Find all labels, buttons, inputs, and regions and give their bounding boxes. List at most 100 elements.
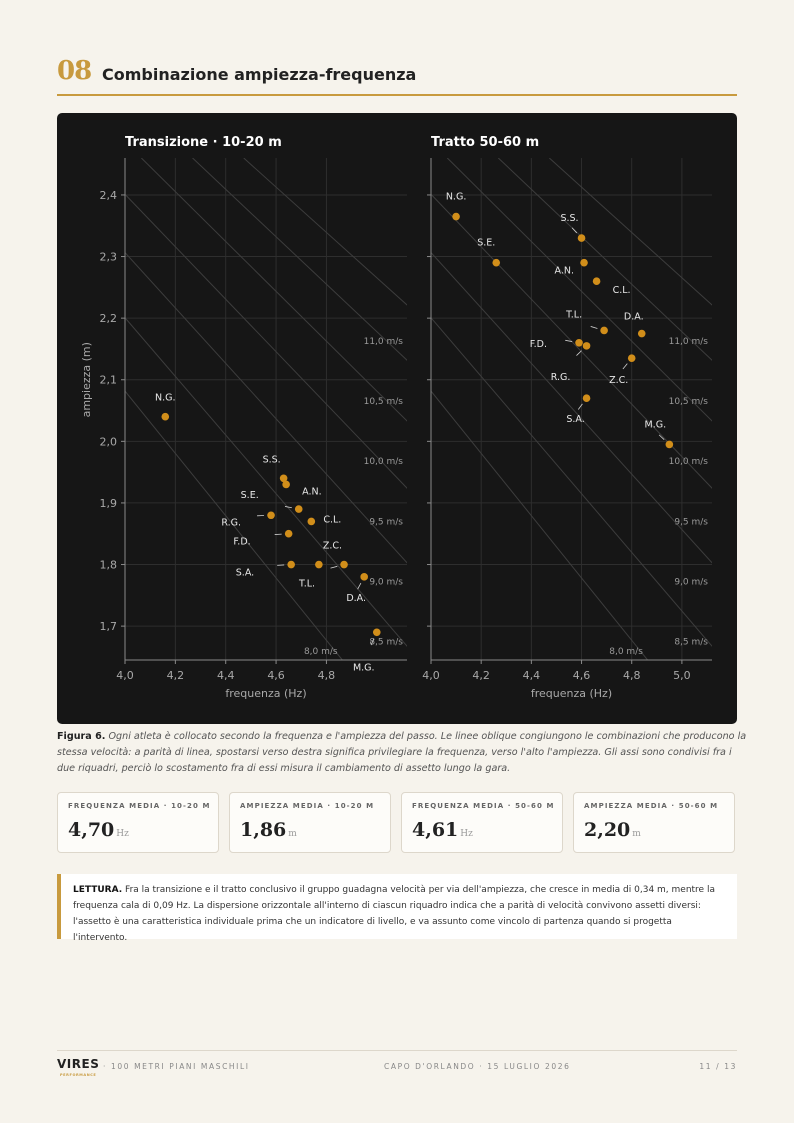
point-label: C.L. [323, 514, 341, 525]
speed-line [125, 251, 407, 564]
stat-label: AMPIEZZA MEDIA · 10-20 M [240, 802, 375, 810]
data-point [492, 258, 501, 267]
stats-row: FREQUENZA MEDIA · 10-20 M 4,70 Hz AMPIEZZ… [57, 792, 737, 855]
data-point [340, 560, 348, 569]
section-header: 08 Combinazione ampiezza-frequenza [57, 56, 737, 96]
stat-value-wrap: 1,86 m [240, 819, 297, 841]
speed-line [192, 158, 407, 361]
x-tick-label: 4,0 [422, 669, 440, 682]
speed-line-label: 11,0 m/s [364, 337, 404, 347]
point-label: R.G. [221, 517, 241, 528]
chart-title: Tratto 50-60 m [431, 135, 539, 150]
data-point [267, 511, 275, 520]
speed-line-label: 8,5 m/s [674, 638, 708, 648]
data-point [600, 326, 608, 335]
speed-line-label: 10,5 m/s [364, 397, 404, 407]
speed-line-label: 9,5 m/s [369, 517, 403, 527]
label-leader-line [565, 339, 573, 342]
point-label: D.A. [624, 312, 644, 323]
speed-line [243, 158, 407, 306]
label-leader-line [330, 565, 338, 569]
x-tick-label: 4,8 [623, 669, 641, 682]
y-tick-label: 2,0 [100, 435, 118, 448]
speed-line-label: 10,0 m/s [364, 457, 404, 467]
x-tick-label: 4,8 [318, 669, 336, 682]
point-label: D.A. [346, 593, 366, 604]
speed-line-label: 10,5 m/s [669, 397, 709, 407]
data-point [582, 342, 591, 350]
speed-line-label: 9,0 m/s [369, 578, 403, 588]
point-label: Z.C. [609, 375, 628, 386]
point-label: N.G. [155, 393, 176, 404]
logo-subtext: PERFORMANCE [60, 1073, 97, 1077]
data-point [161, 412, 170, 421]
speed-line-label: 8,0 m/s [609, 647, 643, 657]
note-prefix: LETTURA. [73, 885, 123, 895]
data-point [580, 258, 588, 267]
point-label: A.N. [302, 486, 321, 497]
stat-value: 4,61 [412, 819, 459, 841]
speed-line-label: 11,0 m/s [669, 337, 709, 347]
point-label: M.G. [645, 419, 667, 430]
stat-card: FREQUENZA MEDIA · 10-20 M 4,70 Hz [57, 792, 219, 853]
data-point [452, 212, 460, 221]
label-leader-line [576, 350, 582, 356]
data-point [307, 517, 316, 526]
data-point [287, 560, 295, 569]
speed-line-label: 8,5 m/s [369, 638, 403, 648]
y-tick-label: 2,3 [100, 251, 118, 264]
x-tick-label: 4,2 [472, 669, 490, 682]
data-point [282, 480, 290, 489]
speed-line [125, 316, 407, 647]
x-tick-label: 4,6 [267, 669, 285, 682]
data-point [315, 560, 323, 569]
stat-value: 2,20 [584, 819, 631, 841]
data-point [582, 394, 591, 403]
point-label: S.E. [477, 238, 495, 249]
footer-page-number: 11 / 13 [699, 1062, 737, 1071]
stat-value: 4,70 [68, 819, 115, 841]
x-axis-label: frequenza (Hz) [225, 687, 306, 700]
point-label: S.S. [263, 454, 281, 465]
stat-label: FREQUENZA MEDIA · 50-60 M [412, 802, 555, 810]
chart-title: Transizione · 10-20 m [125, 135, 282, 150]
label-leader-line [590, 326, 598, 329]
point-label: Z.C. [323, 541, 342, 552]
data-point [577, 234, 586, 242]
data-point [627, 354, 636, 362]
speed-line [446, 158, 712, 422]
label-leader-line [577, 403, 583, 410]
caption-text: Ogni atleta è collocato secondo la frequ… [57, 731, 747, 774]
stat-label: FREQUENZA MEDIA · 10-20 M [68, 802, 211, 810]
speed-line [548, 158, 712, 306]
point-label: T.L. [298, 579, 315, 590]
data-point [279, 474, 288, 483]
label-leader-line [571, 227, 578, 234]
point-label: S.S. [560, 213, 578, 224]
speed-line [431, 390, 648, 660]
y-tick-label: 1,8 [100, 559, 118, 572]
footer-event: · 100 METRI PIANI MASCHILI [103, 1062, 250, 1071]
label-leader-line [284, 506, 292, 509]
figure-caption: Figura 6. Ogni atleta è collocato second… [57, 729, 747, 777]
label-leader-line [622, 363, 628, 370]
stat-unit: m [288, 829, 297, 839]
speed-line-label: 9,0 m/s [674, 578, 708, 588]
stat-card: AMPIEZZA MEDIA · 50-60 M 2,20 m [573, 792, 735, 853]
point-label: S.A. [236, 568, 254, 579]
speed-lines-group [125, 158, 407, 660]
stat-card: AMPIEZZA MEDIA · 10-20 M 1,86 m [229, 792, 391, 853]
speed-line [431, 251, 712, 564]
x-tick-label: 4,4 [523, 669, 541, 682]
point-label: S.A. [566, 414, 584, 425]
speed-line-label: 8,0 m/s [304, 647, 338, 657]
point-label: F.D. [233, 537, 250, 548]
data-point [294, 505, 303, 513]
label-leader-line [370, 638, 375, 646]
stat-unit: m [632, 829, 641, 839]
speed-line [125, 193, 407, 489]
stat-unit: Hz [116, 829, 129, 839]
point-label: S.E. [241, 490, 259, 501]
vires-logo: VIRES PERFORMANCE [57, 1057, 101, 1079]
y-tick-label: 2,2 [100, 312, 118, 325]
